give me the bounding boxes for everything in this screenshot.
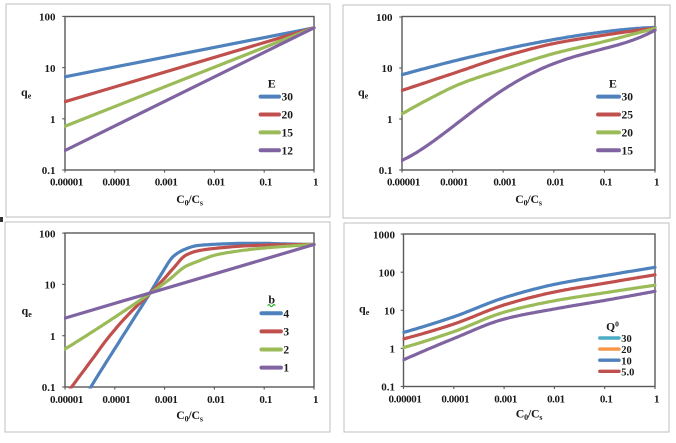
svg-text:qe: qe bbox=[22, 304, 33, 319]
svg-text:2: 2 bbox=[283, 345, 289, 357]
svg-text:100: 100 bbox=[39, 12, 56, 24]
svg-text:20: 20 bbox=[622, 128, 634, 140]
svg-text:12: 12 bbox=[282, 145, 294, 157]
svg-text:E: E bbox=[609, 76, 617, 90]
svg-text:0.001: 0.001 bbox=[155, 177, 178, 189]
svg-text:10: 10 bbox=[382, 63, 394, 75]
svg-text:1: 1 bbox=[654, 177, 659, 189]
svg-text:4: 4 bbox=[283, 308, 289, 320]
svg-text:20: 20 bbox=[282, 110, 294, 122]
svg-text:0.001: 0.001 bbox=[494, 394, 517, 406]
svg-text:1: 1 bbox=[387, 114, 393, 126]
svg-text:1: 1 bbox=[313, 177, 318, 189]
svg-text:0.1: 0.1 bbox=[379, 165, 393, 177]
svg-text:0.001: 0.001 bbox=[493, 177, 516, 189]
svg-text:qe: qe bbox=[21, 85, 32, 100]
svg-text:10: 10 bbox=[384, 306, 396, 318]
svg-text:0.1: 0.1 bbox=[600, 177, 613, 189]
svg-text:C0/Cs: C0/Cs bbox=[176, 408, 203, 423]
svg-text:b: b bbox=[268, 293, 275, 307]
svg-text:1: 1 bbox=[283, 363, 289, 375]
svg-text:E: E bbox=[268, 76, 276, 90]
svg-text:1: 1 bbox=[313, 394, 318, 406]
svg-text:30: 30 bbox=[621, 334, 632, 345]
svg-text:3: 3 bbox=[283, 327, 289, 339]
svg-text:0.0001: 0.0001 bbox=[441, 394, 469, 406]
svg-text:0.01: 0.01 bbox=[207, 177, 225, 189]
svg-text:0.1: 0.1 bbox=[381, 382, 395, 394]
svg-text:C0/Cs: C0/Cs bbox=[515, 192, 542, 207]
svg-text:15: 15 bbox=[282, 128, 294, 140]
svg-text:10: 10 bbox=[45, 280, 57, 292]
svg-text:qe: qe bbox=[358, 85, 369, 100]
svg-text:1: 1 bbox=[50, 114, 56, 126]
svg-text:30: 30 bbox=[622, 92, 634, 104]
svg-text:0.00001: 0.00001 bbox=[387, 177, 420, 189]
svg-text:100: 100 bbox=[379, 267, 396, 279]
svg-text:1: 1 bbox=[390, 344, 396, 356]
svg-text:10: 10 bbox=[621, 356, 632, 367]
svg-text:100: 100 bbox=[39, 228, 56, 240]
svg-text:0.00001: 0.00001 bbox=[389, 394, 422, 406]
svg-text:0.0001: 0.0001 bbox=[440, 177, 468, 189]
svg-text:20: 20 bbox=[621, 345, 632, 356]
svg-text:0.1: 0.1 bbox=[259, 177, 272, 189]
svg-text:1: 1 bbox=[50, 331, 56, 343]
svg-text:C0/Cs: C0/Cs bbox=[176, 192, 203, 207]
svg-text:0.1: 0.1 bbox=[600, 394, 613, 406]
svg-text:0.01: 0.01 bbox=[207, 394, 225, 406]
svg-text:0.00001: 0.00001 bbox=[50, 394, 83, 406]
svg-text:0.1: 0.1 bbox=[259, 394, 272, 406]
svg-text:0.0001: 0.0001 bbox=[102, 394, 130, 406]
svg-text:0.01: 0.01 bbox=[546, 177, 564, 189]
svg-text:0.1: 0.1 bbox=[42, 382, 56, 394]
svg-text:1: 1 bbox=[654, 394, 659, 406]
svg-text:0.1: 0.1 bbox=[42, 165, 56, 177]
svg-text:0.00001: 0.00001 bbox=[50, 177, 83, 189]
svg-text:qe: qe bbox=[359, 302, 370, 317]
svg-text:100: 100 bbox=[376, 12, 393, 24]
svg-text:0.0001: 0.0001 bbox=[102, 177, 130, 189]
svg-text:15: 15 bbox=[622, 145, 634, 157]
svg-text:25: 25 bbox=[622, 110, 634, 122]
svg-text:5.0: 5.0 bbox=[621, 367, 634, 378]
svg-text:10: 10 bbox=[45, 63, 57, 75]
svg-text:0.01: 0.01 bbox=[547, 394, 565, 406]
svg-text:C0/Cs: C0/Cs bbox=[516, 407, 543, 422]
svg-text:1000: 1000 bbox=[373, 229, 396, 241]
svg-text:0.001: 0.001 bbox=[155, 394, 178, 406]
svg-text:30: 30 bbox=[282, 92, 294, 104]
